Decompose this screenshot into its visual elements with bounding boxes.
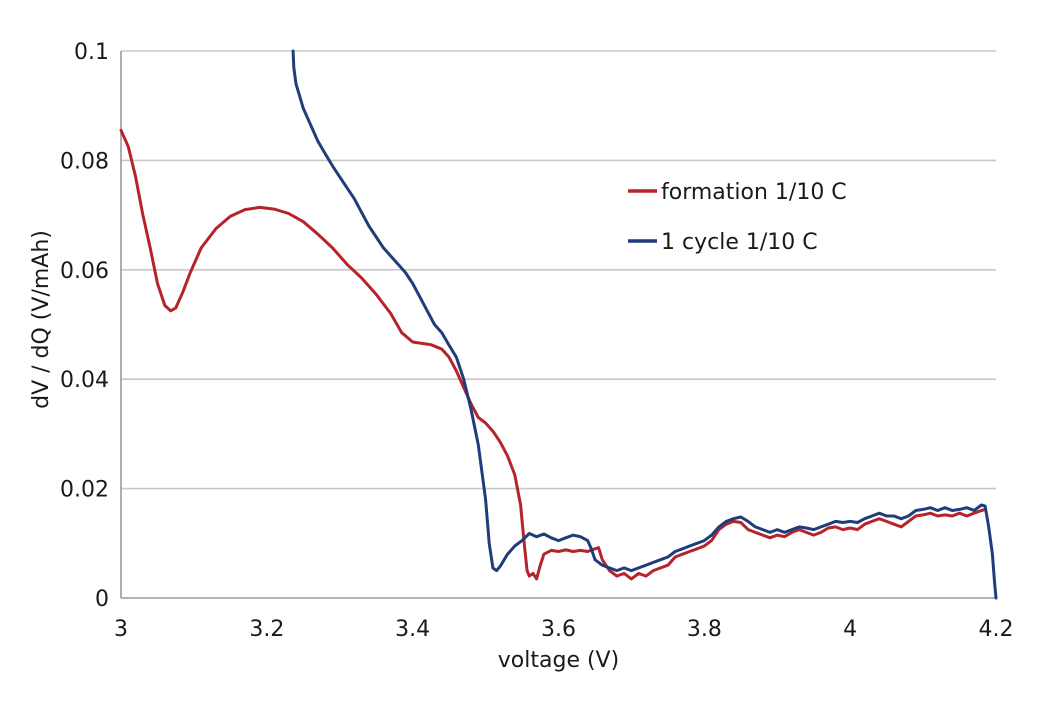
legend: formation 1/10 C 1 cycle 1/10 C	[628, 180, 847, 255]
y-tick-label: 0	[95, 587, 109, 612]
x-axis-title: voltage (V)	[498, 648, 619, 673]
y-tick-label: 0.02	[60, 478, 109, 503]
gridlines	[121, 50, 996, 490]
x-tick-label: 3.6	[541, 617, 576, 642]
x-tick-label: 3.2	[249, 617, 284, 642]
x-tick-labels: 3 3.2 3.4 3.6 3.8 4 4.2	[114, 617, 1014, 642]
legend-label-1-cycle: 1 cycle 1/10 C	[661, 230, 818, 255]
y-tick-label: 0.08	[60, 149, 109, 174]
x-tick-label: 3	[114, 617, 128, 642]
y-tick-labels: 0 0.02 0.04 0.06 0.08 0.1	[60, 40, 109, 612]
y-axis-title: dV / dQ (V/mAh)	[29, 230, 54, 409]
x-tick-label: 4.2	[979, 617, 1014, 642]
x-tick-label: 3.4	[395, 617, 430, 642]
y-tick-label: 0.04	[60, 368, 109, 393]
legend-label-formation: formation 1/10 C	[661, 180, 847, 205]
x-tick-label: 4	[843, 617, 857, 642]
axes	[120, 51, 996, 599]
y-tick-label: 0.1	[74, 40, 109, 65]
y-tick-label: 0.06	[60, 259, 109, 284]
series-lines	[119, 49, 998, 600]
x-tick-label: 3.8	[687, 617, 722, 642]
series-line-formation	[119, 128, 987, 581]
series-line-1-cycle	[291, 49, 998, 600]
